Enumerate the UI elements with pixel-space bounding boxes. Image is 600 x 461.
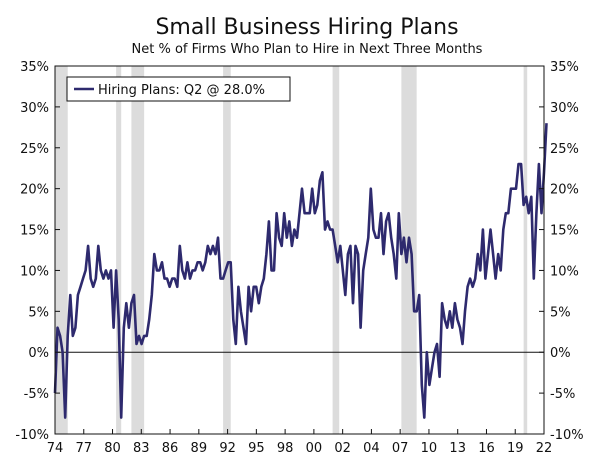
y-tick-label-right: 5% [550,305,571,320]
recession-bands [55,66,528,434]
x-tick-label: 10 [421,441,438,456]
x-tick-label: 00 [306,441,323,456]
y-tick-label-right: 20% [550,183,579,198]
x-tick-label: 22 [536,441,553,456]
x-tick-label: 92 [219,441,236,456]
x-tick-label: 89 [191,441,208,456]
x-tick-label: 98 [277,441,294,456]
y-tick-label-right: 0% [550,346,571,361]
plot-frame [54,65,545,435]
y-tick-label-left: 0% [28,346,49,361]
legend-label: Hiring Plans: Q2 @ 28.0% [98,83,265,98]
recession-band [131,66,145,434]
y-tick-label-right: 25% [550,142,579,157]
y-tick-label-left: -5% [24,387,49,402]
y-tick-label-left: 20% [20,183,49,198]
y-tick-label-right: 10% [550,264,579,279]
y-axis-left: -10% -5% 0% 5% 10% 15% 20% 25% 30% 35% [15,60,60,443]
y-tick-label-left: 30% [20,101,49,116]
y-tick-label-right: 15% [550,224,579,239]
y-tick-label-right: 35% [550,60,579,75]
x-tick-label: 13 [449,441,466,456]
x-tick-label: 80 [104,441,121,456]
x-tick-label: 19 [507,441,524,456]
y-tick-label-left: -10% [15,428,49,443]
legend-box [66,76,291,102]
recession-band [523,66,528,434]
x-tick-label: 02 [334,441,351,456]
legend: Hiring Plans: Q2 @ 28.0% [66,76,291,102]
y-tick-label-left: 5% [28,305,49,320]
x-tick-label: 07 [392,441,409,456]
y-tick-label-left: 35% [20,60,49,75]
y-tick-label-left: 10% [20,264,49,279]
y-tick-label-right: 30% [550,101,579,116]
y-tick-label-left: 15% [20,224,49,239]
y-tick-label-right: -5% [550,387,575,402]
x-tick-label: 16 [478,441,495,456]
x-tick-label: 77 [75,441,92,456]
x-tick-label: 86 [162,441,179,456]
chart-title: Small Business Hiring Plans [155,15,458,40]
x-tick-label: 04 [363,441,380,456]
recession-band [223,66,231,434]
y-tick-label-left: 25% [20,142,49,157]
x-tick-label: 83 [133,441,150,456]
x-tick-label: 74 [47,441,64,456]
x-tick-label: 95 [248,441,265,456]
y-tick-label-right: -10% [550,428,584,443]
series-line [53,123,548,419]
recession-band [116,66,122,434]
y-axis-right: -10% -5% 0% 5% 10% 15% 20% 25% 30% 35% [539,60,584,443]
x-axis: 74 77 80 83 86 89 92 95 98 00 02 04 07 10 13 16 19 22 [47,429,553,456]
series-group [53,123,548,419]
chart-subtitle: Net % of Firms Who Plan to Hire in Next … [132,42,483,57]
